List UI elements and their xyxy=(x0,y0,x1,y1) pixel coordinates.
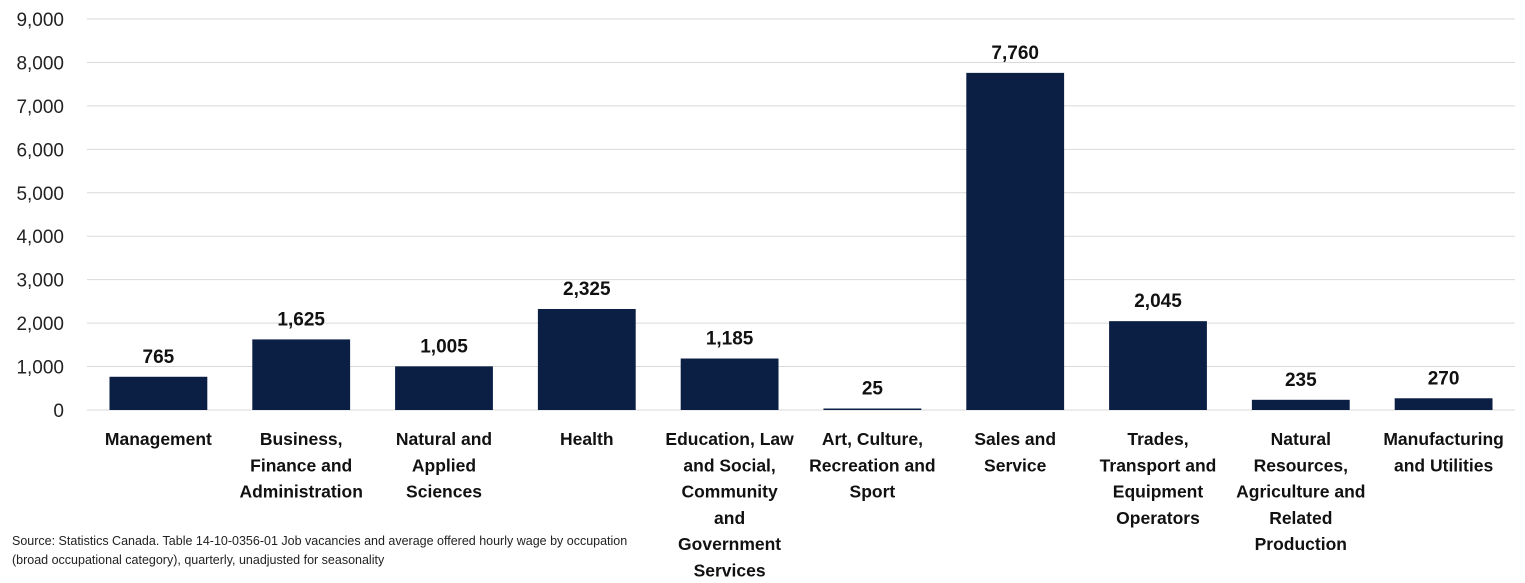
bar xyxy=(966,72,1065,411)
data-label: 1,185 xyxy=(706,329,754,350)
data-label: 2,325 xyxy=(563,279,611,300)
y-tick-label: 8,000 xyxy=(16,53,64,74)
data-label: 235 xyxy=(1285,370,1317,391)
x-tick-label: Natural Resources, Agriculture and Related P… xyxy=(1236,429,1365,554)
x-tick-label: Sales and Service xyxy=(974,429,1056,475)
x-tick-label: Natural and Applied Sciences xyxy=(396,429,492,502)
y-tick-label: 6,000 xyxy=(16,140,64,161)
y-tick-label: 7,000 xyxy=(16,97,64,118)
bar xyxy=(537,308,636,410)
bar xyxy=(1251,399,1350,410)
bar xyxy=(823,408,922,410)
x-tick-label: Education, Law and Social, Community and Gov… xyxy=(665,429,794,581)
y-tick-label: 5,000 xyxy=(16,184,64,205)
x-tick-label: Business, Finance and Administration xyxy=(239,429,362,502)
data-label: 270 xyxy=(1428,368,1460,389)
x-tick-label: Trades, Transport and Equipment Operators xyxy=(1100,429,1217,528)
data-label: 765 xyxy=(143,347,175,368)
x-tick-label: Art, Culture, Recreation and Sport xyxy=(809,429,935,502)
y-tick-label: 9,000 xyxy=(16,10,64,31)
data-label: 1,005 xyxy=(420,336,468,357)
y-tick-label: 3,000 xyxy=(16,271,64,292)
x-tick-label: Management xyxy=(105,429,212,449)
y-tick-label: 4,000 xyxy=(16,227,64,248)
bar xyxy=(1109,321,1207,410)
y-tick-label: 0 xyxy=(53,401,64,422)
bar xyxy=(252,339,351,410)
bar xyxy=(395,366,493,410)
data-label: 1,625 xyxy=(277,309,325,330)
source-note: Source: Statistics Canada. Table 14-10-0… xyxy=(12,534,628,567)
bar xyxy=(680,358,779,410)
bar xyxy=(109,376,208,410)
bar xyxy=(1394,398,1493,410)
y-tick-label: 1,000 xyxy=(16,358,64,379)
y-tick-label: 2,000 xyxy=(16,314,64,335)
data-label: 25 xyxy=(862,379,884,400)
x-tick-label: Health xyxy=(560,429,613,449)
data-label: 2,045 xyxy=(1134,291,1182,312)
x-tick-label: Manufacturing and Utilities xyxy=(1383,429,1504,475)
data-label: 7,760 xyxy=(991,43,1039,64)
